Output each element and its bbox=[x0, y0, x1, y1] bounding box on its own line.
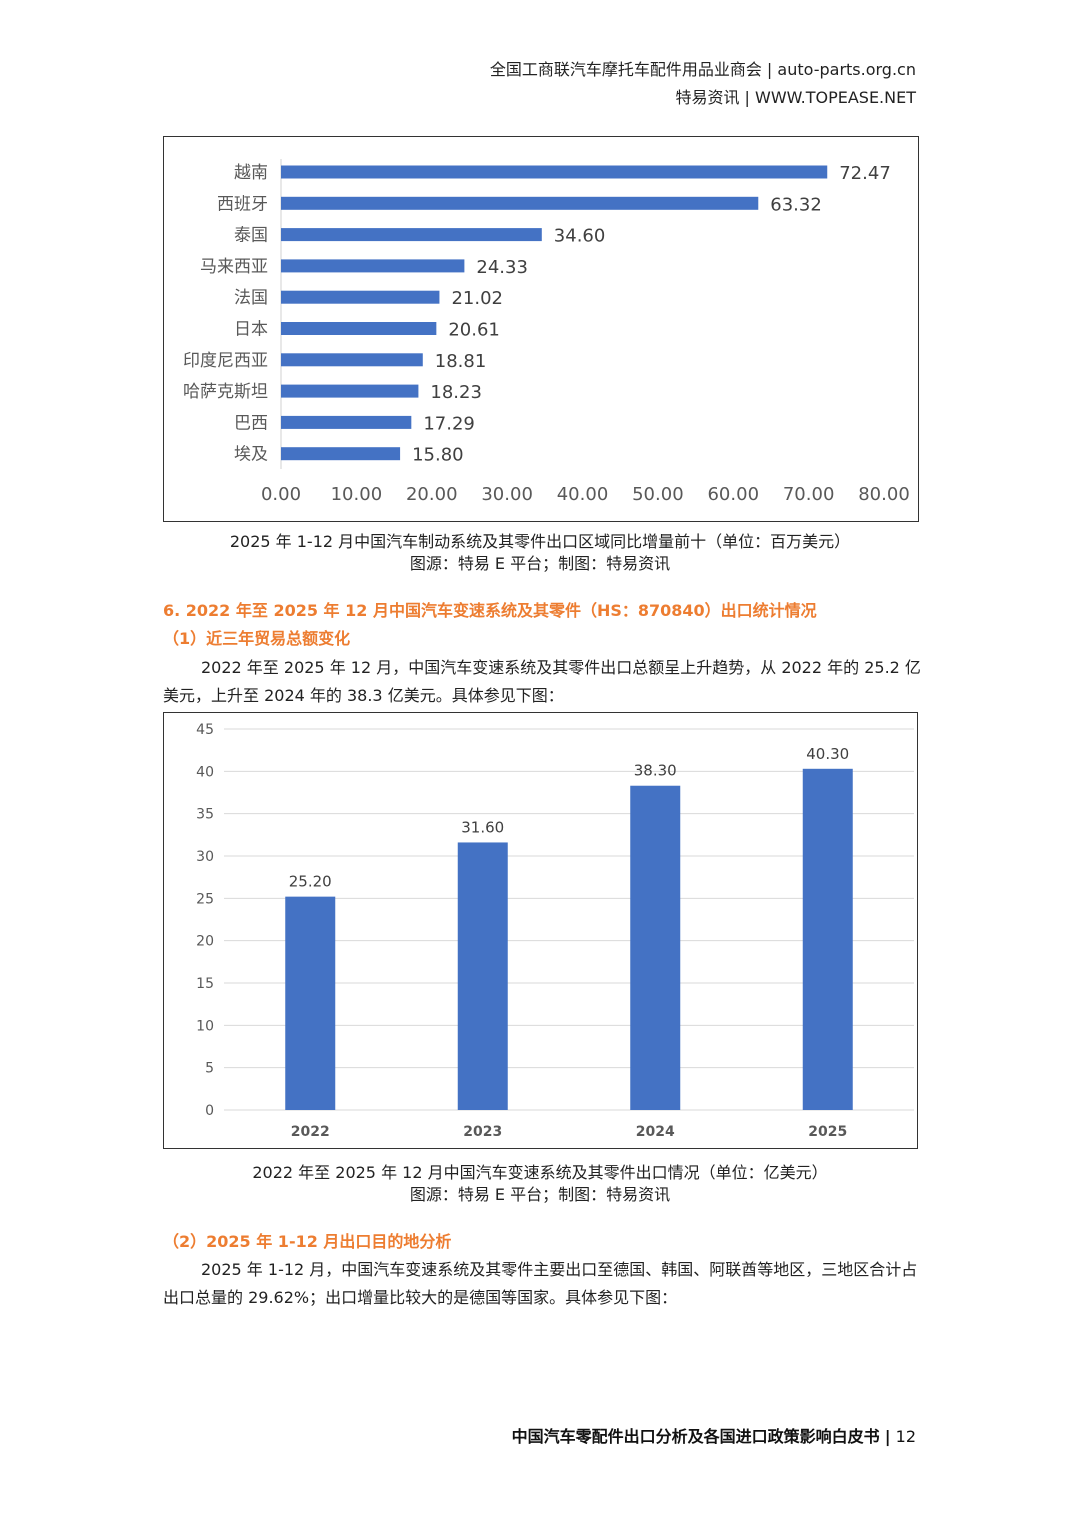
bar bbox=[630, 785, 681, 1110]
data-label: 15.80 bbox=[412, 445, 464, 466]
bar bbox=[281, 196, 759, 210]
header-site-line: 特易资讯 | WWW.TOPEASE.NET bbox=[675, 88, 916, 107]
bar bbox=[802, 768, 853, 1110]
section6-para1-line2: 美元，上升至 2024 年的 38.3 亿美元。具体参见下图： bbox=[163, 686, 564, 705]
x-tick-label: 0.00 bbox=[261, 484, 301, 505]
section6-para2-line1: 2025 年 1-12 月，中国汽车变速系统及其零件主要出口至德国、韩国、阿联酋… bbox=[201, 1260, 918, 1279]
category-label: 哈萨克斯坦 bbox=[183, 382, 268, 402]
section6-para2-line2: 出口总量的 29.62%；出口增量比较大的是德国等国家。具体参见下图： bbox=[163, 1288, 678, 1307]
data-label: 18.81 bbox=[435, 351, 487, 372]
data-label: 34.60 bbox=[554, 226, 606, 247]
data-label: 25.20 bbox=[289, 873, 332, 891]
bar bbox=[285, 896, 336, 1110]
bar bbox=[457, 842, 508, 1110]
category-label: 巴西 bbox=[234, 413, 268, 433]
section6-subtitle-1: （1）近三年贸易总额变化 bbox=[163, 629, 351, 648]
y-tick-label: 10 bbox=[196, 1018, 214, 1034]
footer-title: 中国汽车零配件出口分析及各国进口政策影响白皮书 bbox=[511, 1427, 880, 1446]
y-tick-label: 20 bbox=[196, 934, 214, 950]
header-org-line: 全国工商联汽车摩托车配件用品业商会 | auto-parts.org.cn bbox=[489, 60, 916, 79]
x-tick-label: 2022 bbox=[291, 1124, 330, 1140]
transmission-export-chart-svg: 05101520253035404525.20202231.60202338.3… bbox=[196, 722, 914, 1140]
y-tick-label: 25 bbox=[196, 891, 214, 907]
bar bbox=[281, 384, 419, 398]
category-label: 埃及 bbox=[234, 445, 268, 465]
brake-export-chart-svg: 越南 72.47 西班牙 63.32 泰国 34.60 马来西亚 24.33 法国 21.02 日本… bbox=[183, 159, 910, 505]
data-label: 38.30 bbox=[634, 762, 677, 780]
bar bbox=[281, 415, 412, 429]
category-label: 日本 bbox=[234, 320, 268, 340]
bar bbox=[281, 259, 465, 273]
x-tick-label: 50.00 bbox=[632, 484, 684, 505]
figure2-source: 图源：特易 E 平台；制图：特易资讯 bbox=[409, 1185, 671, 1204]
x-tick-label: 30.00 bbox=[481, 484, 533, 505]
y-tick-label: 0 bbox=[205, 1103, 214, 1119]
y-tick-label: 45 bbox=[196, 722, 214, 738]
category-label: 越南 bbox=[234, 163, 268, 183]
data-label: 31.60 bbox=[461, 818, 504, 836]
category-label: 西班牙 bbox=[217, 194, 268, 214]
figure2-caption: 2022 年至 2025 年 12 月中国汽车变速系统及其零件出口情况（单位：亿… bbox=[252, 1163, 828, 1182]
figure1-caption: 2025 年 1-12 月中国汽车制动系统及其零件出口区域同比增量前十（单位：百… bbox=[229, 532, 851, 551]
figure1-source: 图源：特易 E 平台；制图：特易资讯 bbox=[409, 554, 671, 573]
section6-subtitle-2: （2）2025 年 1-12 月出口目的地分析 bbox=[163, 1232, 452, 1251]
section6-title: 6. 2022 年至 2025 年 12 月中国汽车变速系统及其零件（HS：87… bbox=[163, 601, 817, 620]
data-label: 17.29 bbox=[423, 413, 475, 434]
bar bbox=[281, 228, 542, 242]
data-label: 24.33 bbox=[476, 257, 528, 278]
category-label: 马来西亚 bbox=[200, 257, 268, 277]
bar bbox=[281, 165, 828, 179]
y-tick-label: 15 bbox=[196, 976, 214, 992]
data-label: 40.30 bbox=[806, 745, 849, 763]
y-tick-label: 35 bbox=[196, 807, 214, 823]
bar bbox=[281, 447, 401, 461]
data-label: 63.32 bbox=[770, 194, 822, 215]
y-tick-label: 40 bbox=[196, 764, 214, 780]
x-tick-label: 60.00 bbox=[707, 484, 759, 505]
x-tick-label: 80.00 bbox=[858, 484, 910, 505]
x-tick-label: 20.00 bbox=[406, 484, 458, 505]
data-label: 20.61 bbox=[448, 320, 500, 341]
x-tick-label: 2023 bbox=[463, 1124, 502, 1140]
x-tick-label: 40.00 bbox=[557, 484, 609, 505]
x-tick-label: 70.00 bbox=[783, 484, 835, 505]
transmission-export-chart: 0 5 10 15 20 25 30 35 40 45 25.20 2022 31.60 2023 38.3… bbox=[163, 712, 918, 1149]
x-tick-label: 2024 bbox=[636, 1124, 675, 1140]
data-label: 72.47 bbox=[839, 163, 891, 184]
category-label: 法国 bbox=[234, 288, 268, 308]
x-tick-label: 2025 bbox=[808, 1124, 847, 1140]
data-label: 21.02 bbox=[451, 288, 503, 309]
bar bbox=[281, 322, 437, 335]
x-tick-label: 10.00 bbox=[331, 484, 383, 505]
page-number: 12 bbox=[895, 1427, 916, 1446]
y-tick-label: 30 bbox=[196, 849, 214, 865]
category-label: 泰国 bbox=[234, 226, 268, 246]
footer-separator: | bbox=[884, 1427, 891, 1446]
brake-export-increase-chart: 越南 72.47 西班牙 63.32 泰国 34.60 马来西亚 24.33 法国 21.02 日本… bbox=[163, 136, 919, 522]
y-tick-label: 5 bbox=[205, 1061, 214, 1077]
section6-para1-line1: 2022 年至 2025 年 12 月，中国汽车变速系统及其零件出口总额呈上升趋… bbox=[201, 658, 921, 677]
footer: 中国汽车零配件出口分析及各国进口政策影响白皮书 | 12 bbox=[512, 1423, 916, 1447]
bar bbox=[281, 290, 440, 304]
data-label: 18.23 bbox=[430, 382, 482, 403]
bar bbox=[281, 353, 423, 367]
category-label: 印度尼西亚 bbox=[183, 351, 268, 371]
